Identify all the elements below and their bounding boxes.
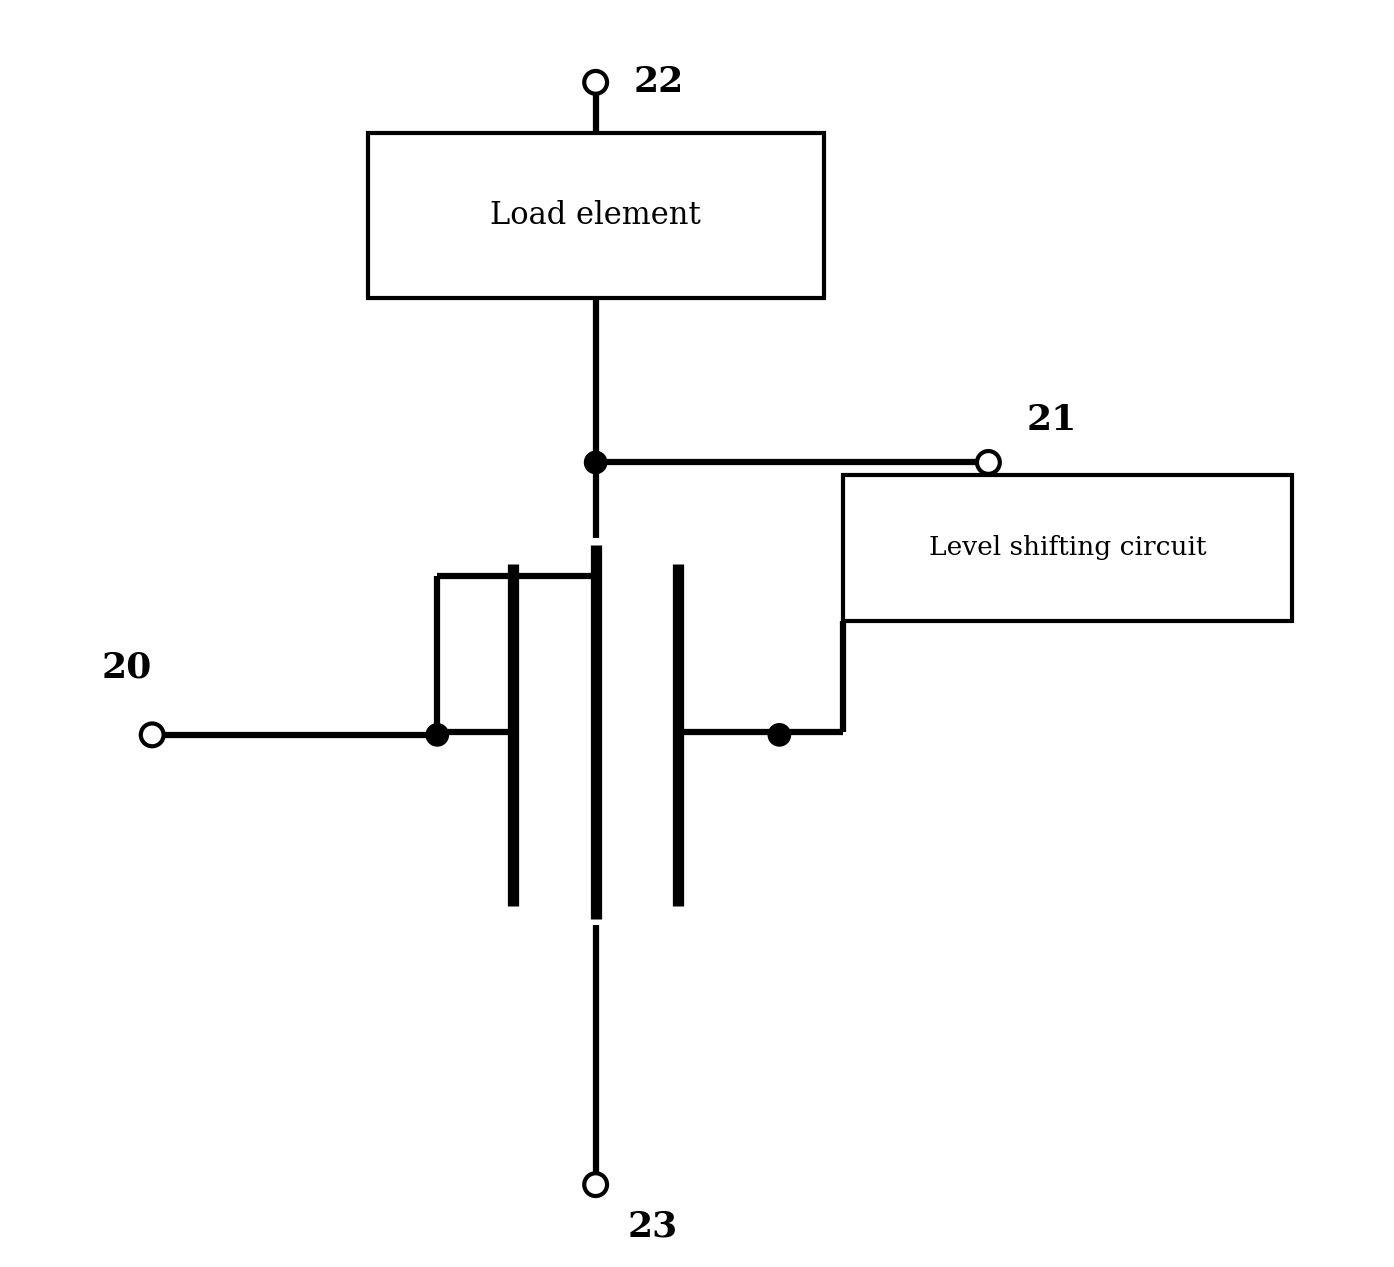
Circle shape <box>584 451 606 474</box>
Bar <box>368 133 824 298</box>
Text: 21: 21 <box>1026 403 1076 437</box>
Text: Load element: Load element <box>491 200 701 231</box>
Circle shape <box>141 723 163 746</box>
Text: 22: 22 <box>634 66 684 99</box>
Circle shape <box>427 723 449 746</box>
Circle shape <box>584 71 606 94</box>
Circle shape <box>584 1173 606 1196</box>
Text: 20: 20 <box>102 650 152 684</box>
Circle shape <box>977 451 999 474</box>
Text: Level shifting circuit: Level shifting circuit <box>928 536 1206 560</box>
Bar <box>843 475 1292 621</box>
Text: 23: 23 <box>627 1210 677 1244</box>
Circle shape <box>768 723 790 746</box>
